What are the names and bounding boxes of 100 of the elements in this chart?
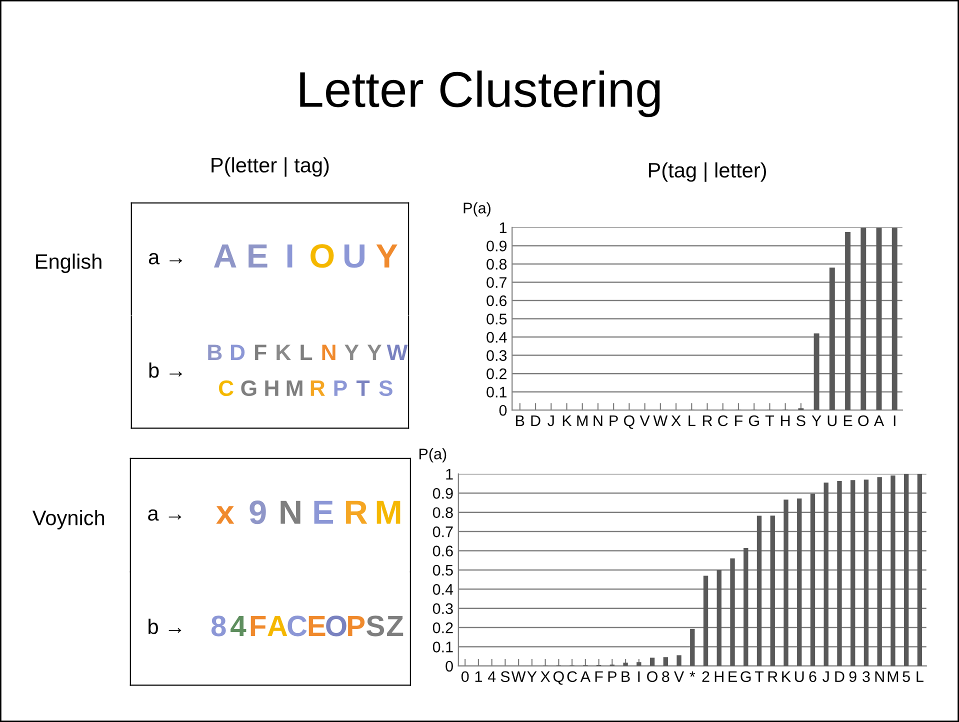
x-tick-label: A <box>874 416 884 426</box>
x-tick-label: 1 <box>475 671 482 682</box>
text: P(letter | tag) <box>212 157 329 177</box>
x-tick-label: P <box>608 671 616 682</box>
x-tick-label: X <box>540 671 550 682</box>
x-tick-label: J <box>822 671 829 682</box>
category-label: S <box>366 616 384 636</box>
y-axis-title: P(a) <box>464 202 490 216</box>
y-tick-label: 0.6 <box>486 295 507 306</box>
x-tick-label: H <box>781 416 790 426</box>
x-tick-label: F <box>735 416 743 426</box>
bar <box>636 662 642 666</box>
x-tick-label: I <box>894 416 896 426</box>
x-tick-label: V <box>674 671 684 682</box>
y-tick-label: 0.5 <box>486 314 507 324</box>
chart-title: P(tag | letter) <box>648 162 766 182</box>
x-tick-label: Y <box>527 671 537 682</box>
y-tick-label: 0.7 <box>486 277 506 288</box>
bar <box>703 576 708 666</box>
x-tick-label: E <box>728 671 737 682</box>
y-tick-label: 0.8 <box>432 507 453 518</box>
x-tick-label: U <box>795 671 804 682</box>
x-tick-label: 5 <box>902 671 910 682</box>
bar <box>829 268 835 410</box>
category-label: E <box>314 500 333 524</box>
x-tick-label: M <box>888 671 898 682</box>
y-axis-title: P(a) <box>419 448 446 462</box>
y-tick-label: 0.4 <box>486 332 507 343</box>
y-tick-label: 1 <box>500 222 506 233</box>
x-tick-label: C <box>567 671 577 682</box>
x-tick-label: V <box>640 416 650 426</box>
x-tick-label: R <box>768 671 778 682</box>
y-tick-label: 0.2 <box>486 368 506 380</box>
bar <box>756 516 762 666</box>
x-tick-label: C <box>718 415 728 426</box>
x-tick-label: W <box>511 671 526 682</box>
bar <box>730 558 735 666</box>
y-tick-label: 0.1 <box>432 642 453 652</box>
x-tick-label: 2 <box>702 671 710 682</box>
x-tick-label: J <box>548 416 554 426</box>
text: b → <box>148 618 182 634</box>
category-label: M <box>376 500 400 524</box>
bar <box>824 482 828 666</box>
category-label: O <box>326 616 346 636</box>
category-label: B <box>208 344 222 360</box>
category-label: H <box>265 380 278 396</box>
x-tick-label: M <box>577 416 588 426</box>
bar <box>716 570 722 666</box>
x-tick-label: H <box>714 671 724 682</box>
category-label: Y <box>344 344 359 360</box>
bar <box>890 475 896 666</box>
bar <box>864 480 869 666</box>
y-tick-label: 0.2 <box>432 622 453 634</box>
text: Letter Clustering <box>300 70 660 118</box>
category-label: G <box>241 380 256 396</box>
bar <box>744 548 748 666</box>
category-label: x <box>216 506 234 524</box>
x-tick-label: N <box>594 416 602 426</box>
category-label: R <box>346 500 368 524</box>
bar <box>814 333 820 410</box>
y-tick-label: 0.8 <box>486 258 507 270</box>
bar <box>797 498 802 666</box>
x-tick-label: R <box>703 416 712 426</box>
x-tick-label: K <box>782 671 791 682</box>
category-label: F <box>255 344 266 360</box>
category-label: P <box>348 616 365 636</box>
x-tick-label: 6 <box>809 671 816 682</box>
category-label: 4 <box>230 616 246 636</box>
bar <box>860 227 866 410</box>
x-tick-label: G <box>748 415 759 426</box>
x-tick-label: L <box>688 416 696 426</box>
category-label: R <box>310 380 325 396</box>
category-label: A <box>268 616 288 636</box>
bar <box>810 494 816 666</box>
category-label: C <box>288 616 307 636</box>
bar <box>892 227 898 410</box>
bar <box>917 474 922 666</box>
category-label: L <box>300 344 312 360</box>
category-label: Y <box>376 244 398 268</box>
category-label: 8 <box>211 616 226 636</box>
x-tick-label: A <box>580 671 590 682</box>
bar <box>904 474 909 666</box>
x-tick-label: S <box>796 415 806 426</box>
text: Voynich <box>32 510 104 530</box>
category-label: Y <box>367 344 382 360</box>
y-tick-label: 0.5 <box>432 564 453 576</box>
bar <box>876 227 882 410</box>
x-tick-label: N <box>875 671 884 682</box>
x-tick-label: W <box>653 416 668 426</box>
y-tick-label: 0.9 <box>486 240 507 252</box>
bar <box>623 662 628 666</box>
y-tick-label: 0.4 <box>432 584 454 595</box>
y-tick-label: 0 <box>499 404 507 416</box>
y-tick-label: 0.9 <box>432 488 453 499</box>
category-label: Z <box>387 616 404 636</box>
bar <box>837 481 842 666</box>
category-label: N <box>322 344 336 360</box>
x-tick-label: * <box>690 671 696 677</box>
category-label: I <box>287 244 292 268</box>
y-tick-label: 0 <box>446 660 453 672</box>
